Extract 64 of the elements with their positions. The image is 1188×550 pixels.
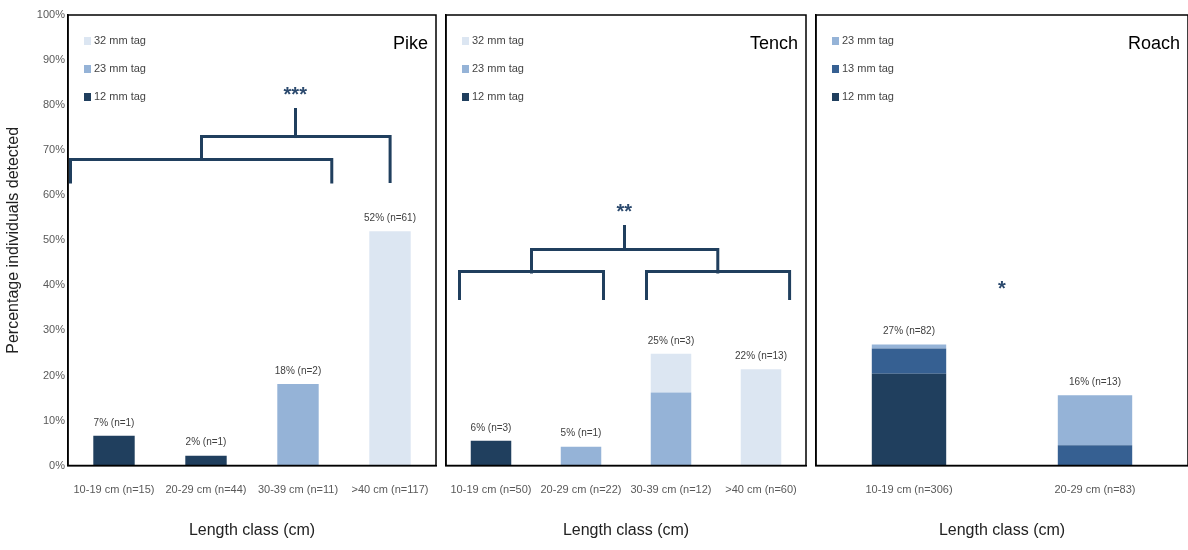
text: Tench <box>749 32 798 53</box>
total-label: 5% (n=1) <box>560 427 602 439</box>
legend-label: 12 mm tag <box>842 90 894 103</box>
y-tick-label: 70% <box>42 143 66 156</box>
x-tick-label: 10-19 cm (n=306) <box>865 483 953 496</box>
total-label: 16% (n=13) <box>1069 376 1121 388</box>
x-tick-label: 20-29 cm (n=22) <box>540 483 622 496</box>
bar <box>277 384 319 466</box>
legend-label: 12 mm tag <box>472 90 524 103</box>
x-tick-label: >40 cm (n=117) <box>351 483 429 496</box>
total-label: 27% (n=82) <box>883 325 935 337</box>
x-axis-title: Length class (cm) <box>938 520 1066 538</box>
bar <box>470 440 512 466</box>
total-label: 2% (n=1) <box>185 436 227 448</box>
y-tick-label: 80% <box>42 98 66 111</box>
x-tick-label: 30-39 cm (n=11) <box>257 483 339 496</box>
legend-label: 13 mm tag <box>842 62 894 75</box>
x-axis-title: Length class (cm) <box>188 520 316 538</box>
annotation: ** <box>616 200 633 223</box>
legend-label: 23 mm tag <box>842 34 894 47</box>
legend-label: 23 mm tag <box>94 62 146 75</box>
y-tick-label: 50% <box>42 233 66 246</box>
x-tick-label: >40 cm (n=60) <box>725 483 797 496</box>
text: Pike <box>392 32 428 53</box>
total-label: 18% (n=2) <box>274 364 322 376</box>
legend-label: 12 mm tag <box>94 90 146 103</box>
bar <box>871 373 947 466</box>
y-tick-label: 60% <box>42 188 66 201</box>
total-label: 6% (n=3) <box>470 421 512 433</box>
y-tick-label: 10% <box>42 413 66 426</box>
total-label: 25% (n=3) <box>647 334 695 346</box>
y-axis-title: Percentage individuals detected <box>4 126 22 354</box>
bar <box>1057 445 1133 466</box>
annotation: *** <box>283 83 308 106</box>
bar <box>185 455 227 466</box>
legend-label: 32 mm tag <box>472 34 524 47</box>
y-tick-label: 20% <box>42 368 66 381</box>
y-tick-label: 100% <box>36 8 66 21</box>
total-label: 7% (n=1) <box>93 416 135 428</box>
bar <box>1057 395 1133 446</box>
bar <box>650 353 692 393</box>
x-tick-label: 20-29 cm (n=83) <box>1054 483 1136 496</box>
bar <box>650 392 692 466</box>
bar <box>871 344 947 349</box>
x-tick-label: 30-39 cm (n=12) <box>630 483 712 496</box>
x-tick-label: 10-19 cm (n=50) <box>450 483 532 496</box>
y-tick-label: 40% <box>42 278 66 291</box>
y-tick-label: 0% <box>49 458 66 471</box>
bar <box>560 446 602 466</box>
y-tick-label: 30% <box>42 323 66 336</box>
y-tick-label: 90% <box>42 53 66 66</box>
bar <box>871 348 947 374</box>
legend-label: 32 mm tag <box>94 34 146 47</box>
total-label: 22% (n=13) <box>735 349 787 361</box>
x-tick-label: 20-29 cm (n=44) <box>165 483 247 496</box>
text: Roach <box>1127 32 1180 53</box>
annotation: * <box>998 276 1007 299</box>
bar <box>93 435 135 466</box>
x-axis-title: Length class (cm) <box>562 520 690 538</box>
bar <box>740 369 782 466</box>
x-tick-label: 10-19 cm (n=15) <box>73 483 155 496</box>
bar <box>369 231 411 466</box>
total-label: 52% (n=61) <box>364 212 416 224</box>
legend-label: 23 mm tag <box>472 62 524 75</box>
